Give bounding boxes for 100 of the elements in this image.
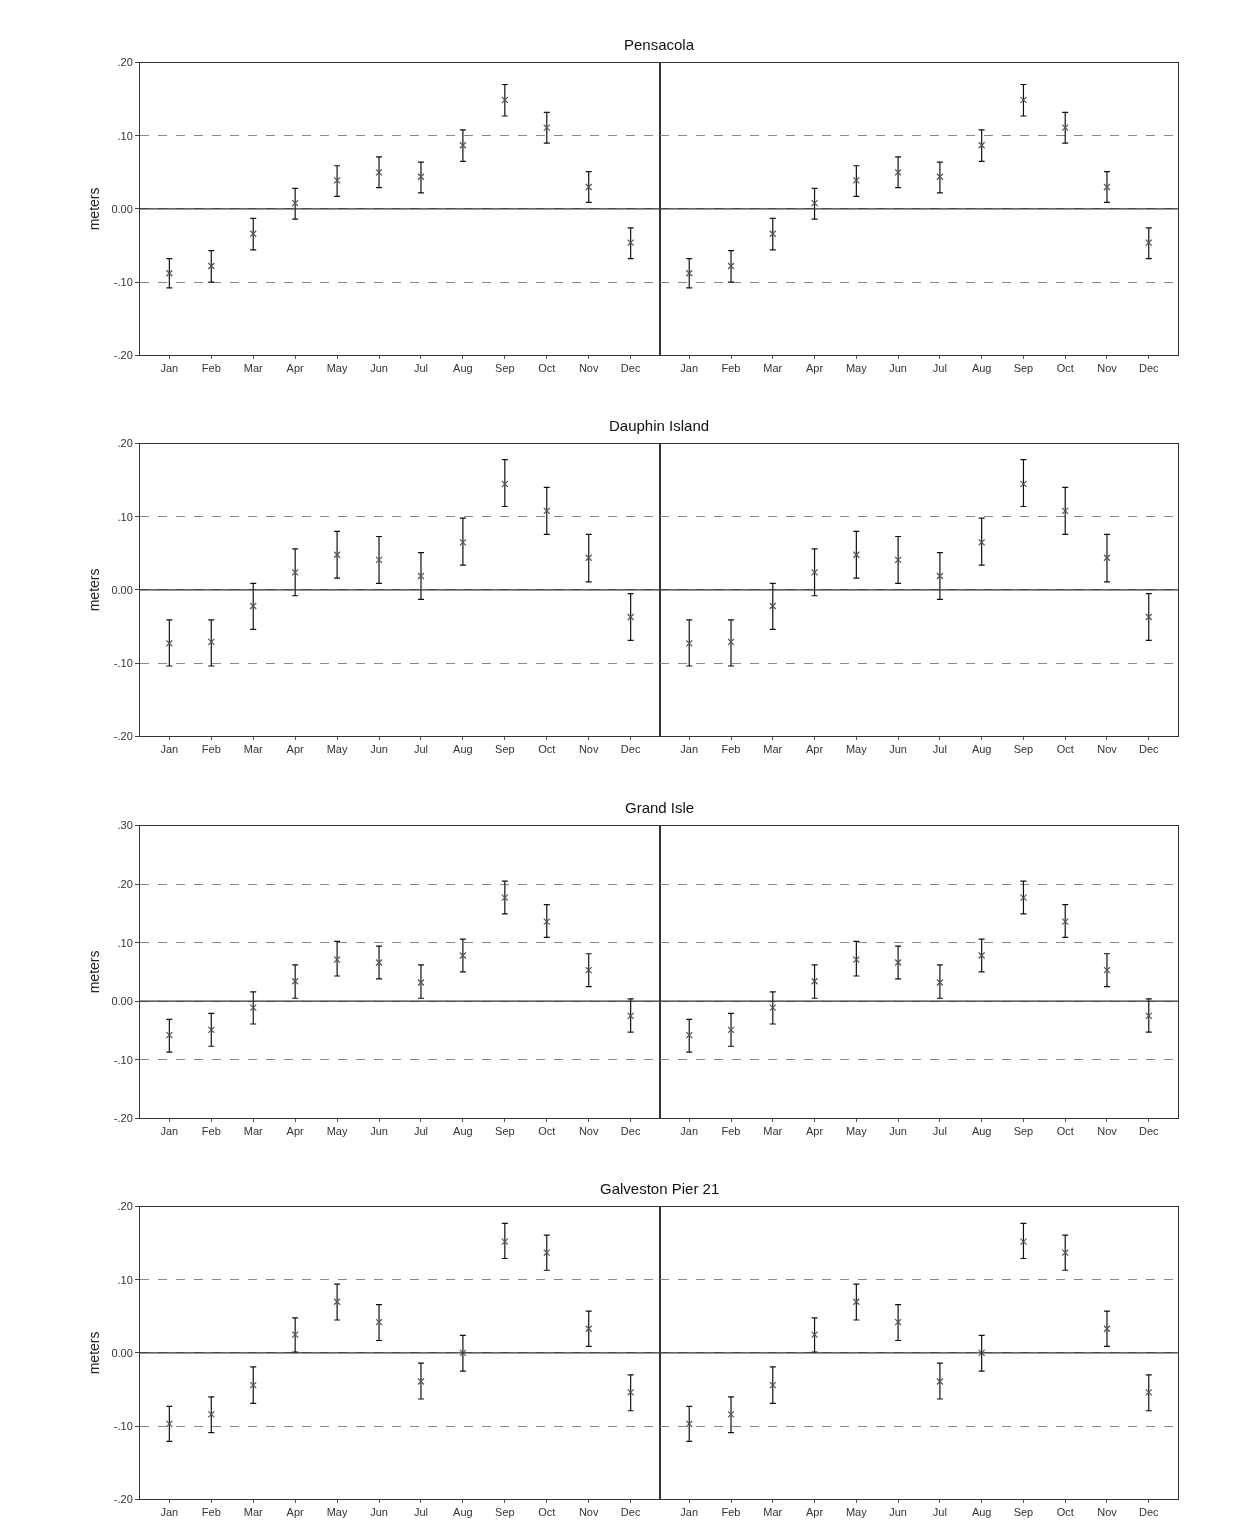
- y-tick-label: 0.00: [111, 1346, 133, 1359]
- x-tick-label: Jul: [932, 743, 947, 756]
- x-tick-label: May: [326, 1125, 348, 1138]
- point: [543, 507, 551, 515]
- x-tick-label: Jan: [680, 1506, 699, 1519]
- point: [1145, 238, 1153, 247]
- x-tick-label: Jul: [413, 1506, 428, 1519]
- x-tick-label: Feb: [721, 743, 741, 756]
- x-tick-label: May: [845, 1125, 868, 1138]
- point: [375, 1318, 383, 1326]
- x-tick-label: Feb: [201, 743, 221, 756]
- y-tick-label: .20: [117, 1200, 133, 1213]
- chart-title: Grand Isle: [625, 799, 695, 816]
- y-tick-label: -.10: [113, 1419, 133, 1432]
- y-tick-label: .10: [117, 129, 133, 142]
- x-tick-label: Aug: [971, 1125, 992, 1138]
- x-tick-label: Aug: [453, 743, 473, 756]
- point: [810, 977, 819, 985]
- y-axis-title: meters: [85, 187, 102, 231]
- point: [543, 1249, 551, 1257]
- x-tick-label: Dec: [1138, 743, 1160, 756]
- x-tick-label: Mar: [763, 362, 783, 375]
- y-axis-title: meters: [85, 950, 102, 994]
- point: [459, 141, 467, 149]
- x-tick-label: Jun: [889, 1506, 907, 1519]
- x-tick-label: Aug: [453, 362, 473, 375]
- y-tick-label: .30: [117, 819, 133, 832]
- chart-title: Galveston Pier 21: [600, 1180, 720, 1197]
- x-tick-label: Oct: [1056, 1506, 1074, 1519]
- x-tick-label: Aug: [971, 362, 992, 375]
- x-tick-label: Sep: [1013, 362, 1034, 375]
- x-tick-label: Dec: [620, 1125, 641, 1138]
- point: [207, 1410, 215, 1418]
- point: [727, 1410, 735, 1418]
- y-tick-label: .20: [117, 877, 133, 890]
- x-tick-label: Mar: [243, 362, 264, 375]
- x-tick-label: Jun: [889, 1125, 907, 1138]
- point: [685, 1420, 693, 1428]
- y-tick-label: .20: [117, 437, 133, 450]
- x-tick-label: Aug: [971, 743, 992, 756]
- y-tick-label: -.20: [113, 730, 133, 743]
- x-tick-label: May: [845, 1506, 868, 1519]
- point: [1103, 554, 1111, 562]
- x-tick-label: May: [326, 362, 348, 375]
- chart-title: Pensacola: [624, 36, 695, 53]
- point: [501, 893, 509, 902]
- point: [685, 639, 693, 647]
- x-tick-label: Mar: [763, 743, 783, 756]
- point: [333, 176, 341, 184]
- x-tick-label: Dec: [1138, 1506, 1160, 1519]
- x-tick-label: Mar: [243, 743, 264, 756]
- x-tick-label: Jul: [932, 1506, 947, 1519]
- point: [936, 978, 944, 987]
- x-tick-label: Dec: [1138, 1125, 1160, 1138]
- x-tick-label: Feb: [201, 1506, 221, 1519]
- point: [627, 238, 635, 247]
- x-tick-label: Jul: [413, 1125, 428, 1138]
- point: [291, 199, 299, 207]
- x-tick-label: Feb: [201, 1125, 221, 1138]
- point: [543, 124, 551, 132]
- x-tick-label: Oct: [538, 1506, 556, 1519]
- point: [1061, 917, 1069, 926]
- point: [207, 1026, 215, 1034]
- point: [936, 1377, 944, 1386]
- y-tick-label: .10: [117, 936, 133, 949]
- y-tick-label: -.10: [113, 1053, 133, 1066]
- y-tick-label: .10: [117, 1273, 133, 1286]
- x-tick-label: May: [845, 743, 868, 756]
- x-tick-label: Dec: [620, 743, 641, 756]
- x-tick-label: Sep: [495, 362, 515, 375]
- point: [627, 613, 635, 621]
- x-tick-label: Jan: [160, 1506, 179, 1519]
- x-tick-label: Nov: [1097, 1506, 1118, 1519]
- x-tick-label: Nov: [1097, 1125, 1118, 1138]
- x-tick-label: Oct: [1056, 743, 1074, 756]
- x-tick-label: Mar: [763, 1125, 783, 1138]
- x-tick-label: Jun: [370, 362, 388, 375]
- x-tick-label: Feb: [721, 1125, 741, 1138]
- point: [165, 1420, 173, 1428]
- x-tick-label: Jan: [160, 743, 179, 756]
- y-tick-label: 0.00: [111, 202, 133, 215]
- point: [249, 1381, 257, 1389]
- x-tick-label: Jul: [413, 362, 428, 375]
- point: [333, 1298, 341, 1306]
- x-tick-label: Mar: [763, 1506, 783, 1519]
- x-tick-label: Jun: [889, 743, 907, 756]
- point: [1019, 1238, 1028, 1246]
- point: [936, 572, 944, 580]
- point: [936, 173, 944, 181]
- x-tick-label: Jun: [370, 743, 388, 756]
- y-tick-label: .10: [117, 510, 133, 523]
- point: [333, 551, 341, 559]
- x-tick-label: May: [845, 362, 868, 375]
- point: [543, 917, 551, 926]
- point: [375, 168, 383, 176]
- x-tick-label: Oct: [538, 1125, 556, 1138]
- point: [291, 1331, 299, 1339]
- x-tick-label: Oct: [1056, 1125, 1074, 1138]
- point: [459, 951, 467, 960]
- x-tick-label: Dec: [620, 1506, 641, 1519]
